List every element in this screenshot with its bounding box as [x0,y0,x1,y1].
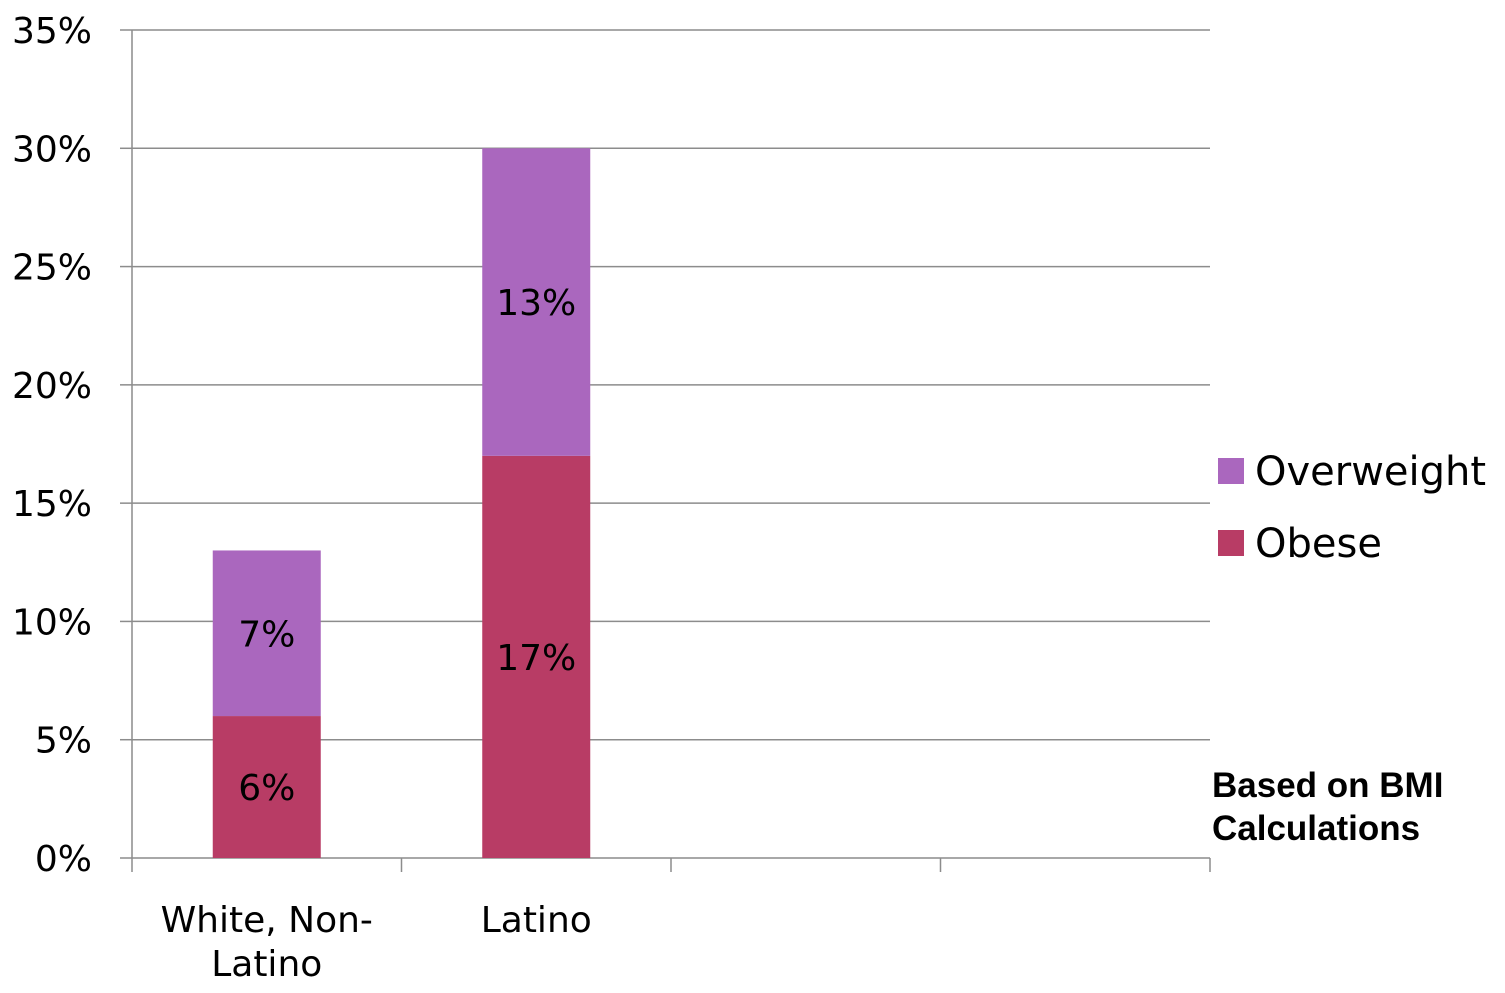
legend-label-obese: Obese [1255,521,1382,567]
x-tick-label-line: Latino [481,900,592,941]
y-tick-label: 0% [35,839,92,880]
legend-swatch-overweight [1218,458,1244,484]
bar-overweight [212,550,321,717]
bar-obese [482,455,591,858]
x-tick-label-line: Latino [211,944,322,985]
bar-overweight [482,148,591,456]
y-tick-label: 5% [35,721,92,762]
legend-swatch-obese [1218,530,1244,556]
y-tick-label: 20% [12,366,92,407]
data-label: 13% [496,283,576,324]
y-tick-label: 30% [12,129,92,170]
x-tick-label: White, Non-Latino [161,900,373,985]
y-tick-label: 10% [12,602,92,643]
legend-label-overweight: Overweight [1255,449,1486,495]
x-tick-label-line: White, Non- [161,900,373,941]
data-label: 7% [238,614,295,655]
x-tick-label: Latino [481,900,592,941]
y-tick-label: 35% [12,11,92,52]
bar-obese [212,716,321,858]
data-label: 17% [496,638,576,679]
y-tick-label: 15% [12,484,92,525]
chart-note: Based on BMI Calculations [1212,766,1444,848]
y-tick-label: 25% [12,248,92,289]
data-label: 6% [238,768,295,809]
